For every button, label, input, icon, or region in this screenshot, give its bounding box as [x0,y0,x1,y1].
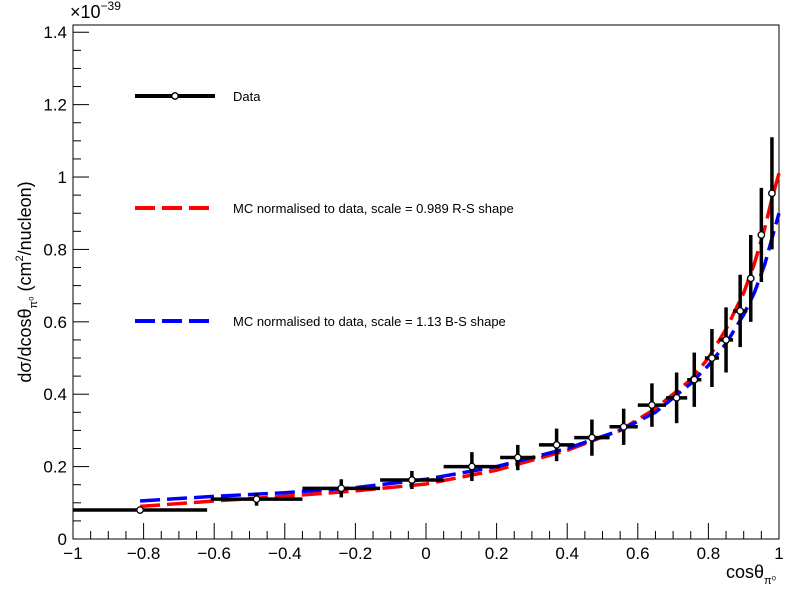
y-tick-label: 0.6 [43,313,67,332]
data-point [574,419,610,456]
plot-frame [72,24,780,540]
legend-label-data: Data [233,89,261,104]
y-tick-label: 1 [58,168,67,187]
data-point [538,428,575,462]
data-point [380,470,444,490]
data-marker [552,441,561,449]
y-tick-label: 0.2 [43,458,67,477]
data-point [704,329,719,387]
data-marker [768,189,776,198]
data-marker [252,495,261,504]
x-tick-label: −1 [63,544,82,563]
data-marker [672,393,681,402]
y-axis-multiplier: ×10−39 [70,0,121,22]
data-point [718,307,734,373]
data-marker [408,476,416,484]
data-marker [690,375,699,384]
data-marker [337,484,346,493]
data-marker [746,274,755,283]
data-marker [757,231,766,239]
data-point [746,234,755,322]
x-axis-label: cosθπ⁰ [726,562,777,587]
x-tick-label: 0.6 [626,544,650,563]
data-point [302,479,381,498]
y-axis: 0 0.2 0.4 0.6 0.8 1 1.2 1.4 [43,23,89,549]
data-point [757,187,766,282]
data-point [210,492,303,506]
x-tick-label: 0.4 [555,544,579,563]
x-tick-label: 0.2 [485,544,509,563]
legend-data-marker [171,92,179,100]
data-marker [136,506,144,514]
data-point [768,137,776,250]
data-marker [722,336,730,344]
data-point [637,383,667,427]
y-tick-label: 0.4 [43,385,67,404]
x-tick-label: 1 [774,544,783,563]
data-marker [468,462,476,471]
data-point [733,274,748,348]
data-marker [736,307,745,315]
data-point [666,372,688,424]
data-point [500,444,536,471]
data-marker [513,453,522,462]
x-axis: −1 −0.8 −0.6 −0.4 −0.2 0 0.2 0.4 0.6 0.8 1 [63,523,784,563]
x-tick-label: −0.4 [268,544,302,563]
data-points [73,137,776,514]
mc-bs-curve [139,212,781,503]
x-tick-label: −0.8 [127,544,161,563]
data-marker [648,401,656,409]
x-tick-label: 0.8 [697,544,721,563]
data-marker [708,354,716,362]
data-marker [588,433,596,442]
data-marker [619,422,628,431]
x-tick-label: −0.6 [197,544,231,563]
y-tick-label: 1.4 [43,23,67,42]
legend-label-bs: MC normalised to data, scale = 1.13 B-S … [233,314,506,329]
data-point [687,352,702,407]
data-point [73,506,208,514]
data-point [609,408,638,445]
y-tick-label: 0.8 [43,240,67,259]
mc-rs-curve [139,172,781,509]
x-tick-label: 0 [421,544,430,563]
data-point [443,452,501,482]
y-axis-label: dσ/dcosθπ⁰ (cm2/nucleon) [14,181,40,382]
legend: Data MC normalised to data, scale = 0.98… [135,89,514,329]
mc-curves [139,172,781,509]
y-tick-label: 0 [58,530,67,549]
x-tick-label: −0.2 [339,544,373,563]
legend-label-rs: MC normalised to data, scale = 0.989 R-S… [233,201,514,216]
y-tick-label: 1.2 [43,96,67,115]
